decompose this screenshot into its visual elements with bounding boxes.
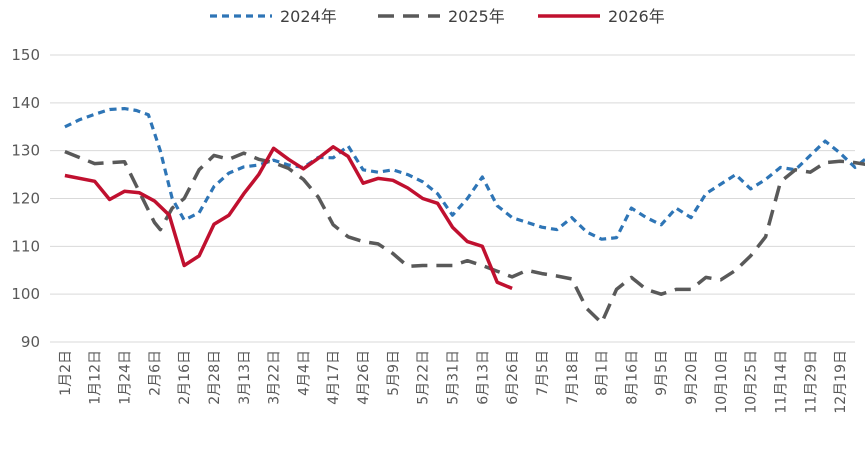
x-tick-label: 8月16日 [624, 350, 640, 405]
x-tick-label: 3月22日 [267, 350, 283, 405]
legend-label: 2024年 [280, 7, 337, 26]
y-tick-label: 120 [11, 190, 40, 208]
series-line-2025年 [64, 149, 865, 325]
y-tick-label: 90 [21, 333, 40, 351]
x-tick-label: 3月13日 [237, 350, 253, 405]
x-tick-label: 7月5日 [535, 350, 551, 396]
x-tick-label: 5月9日 [386, 350, 402, 396]
y-tick-label: 100 [11, 285, 40, 303]
legend-label: 2025年 [448, 7, 505, 26]
x-tick-label: 8月1日 [595, 350, 611, 396]
legend: 2024年 2025年 2026年 [210, 7, 665, 26]
x-tick-label: 5月31日 [446, 350, 462, 405]
x-tick-label: 6月13日 [475, 350, 491, 405]
x-tick-label: 10月10日 [714, 350, 730, 414]
y-tick-label: 110 [11, 237, 40, 255]
x-tick-label: 11月14日 [773, 350, 789, 414]
x-tick-label: 5月22日 [416, 350, 432, 405]
series-line-2024年 [64, 107, 865, 241]
legend-label: 2026年 [608, 7, 665, 26]
y-axis: 90 100 110 120 130 140 150 [11, 46, 40, 351]
x-tick-label: 11月29日 [803, 350, 819, 414]
x-tick-label: 6月26日 [505, 350, 521, 405]
x-tick-label: 4月26日 [356, 350, 372, 405]
y-tick-label: 130 [11, 142, 40, 160]
x-tick-label: 2月6日 [147, 350, 163, 396]
x-tick-label: 1月2日 [58, 350, 74, 396]
x-tick-label: 2月16日 [177, 350, 193, 405]
y-tick-label: 150 [11, 46, 40, 64]
x-tick-label: 1月24日 [118, 350, 134, 405]
x-tick-label: 2月28日 [207, 350, 223, 405]
x-tick-label: 10月25日 [744, 350, 760, 414]
series-group [64, 107, 865, 325]
x-tick-label: 4月17日 [326, 350, 342, 405]
y-tick-label: 140 [11, 94, 40, 112]
x-axis: 1月2日 1月12日 1月24日 2月6日 2月16日 2月28日 3月13日 3月22日 4月… [58, 350, 849, 414]
x-tick-label: 9月5日 [654, 350, 670, 396]
x-tick-label: 9月20日 [684, 350, 700, 405]
x-tick-label: 12月19日 [833, 350, 849, 414]
gridlines [50, 54, 855, 343]
x-tick-label: 1月12日 [88, 350, 104, 405]
x-tick-label: 7月18日 [565, 350, 581, 405]
series-line-2026年 [64, 145, 513, 291]
x-tick-label: 4月4日 [296, 350, 312, 396]
